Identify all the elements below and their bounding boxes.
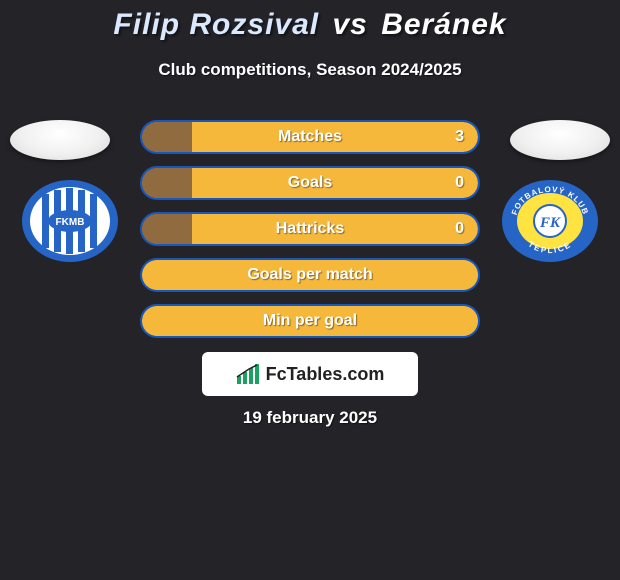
stat-row: Min per goal <box>140 304 480 338</box>
stat-label: Matches <box>192 128 428 146</box>
stat-label: Goals <box>192 174 428 192</box>
stat-rows: Matches3Goals0Hattricks0Goals per matchM… <box>140 120 480 350</box>
player2-name: Beránek <box>381 8 506 41</box>
club-badge-left-icon: FKMB <box>20 178 120 264</box>
stat-row: Hattricks0 <box>140 212 480 246</box>
stat-row: Matches3 <box>140 120 480 154</box>
player2-photo <box>510 120 610 160</box>
stat-label: Min per goal <box>192 312 428 330</box>
club-badge-right-icon: FOTBALOVÝ KLUB TEPLICE FK <box>500 178 600 264</box>
title-vs: vs <box>332 8 367 41</box>
player1-name: Filip Rozsival <box>113 8 319 41</box>
svg-text:FK: FK <box>539 215 561 231</box>
club-badge-right: FOTBALOVÝ KLUB TEPLICE FK <box>500 178 600 264</box>
subtitle: Club competitions, Season 2024/2025 <box>0 60 620 80</box>
stat-right-value: 0 <box>428 174 478 192</box>
svg-text:FKMB: FKMB <box>56 217 85 228</box>
page-title: Filip Rozsival vs Beránek <box>0 8 620 42</box>
bar-chart-icon <box>236 363 260 385</box>
brand-badge: FcTables.com <box>202 352 418 396</box>
stat-label: Goals per match <box>192 266 428 284</box>
stat-right-value: 0 <box>428 220 478 238</box>
stat-row: Goals per match <box>140 258 480 292</box>
stat-right-value: 3 <box>428 128 478 146</box>
comparison-card: Filip Rozsival vs Beránek Club competiti… <box>0 0 620 580</box>
player1-photo <box>10 120 110 160</box>
brand-text: FcTables.com <box>266 364 385 385</box>
stat-label: Hattricks <box>192 220 428 238</box>
date-text: 19 february 2025 <box>0 408 620 428</box>
club-badge-left: FKMB <box>20 178 120 264</box>
stat-row: Goals0 <box>140 166 480 200</box>
